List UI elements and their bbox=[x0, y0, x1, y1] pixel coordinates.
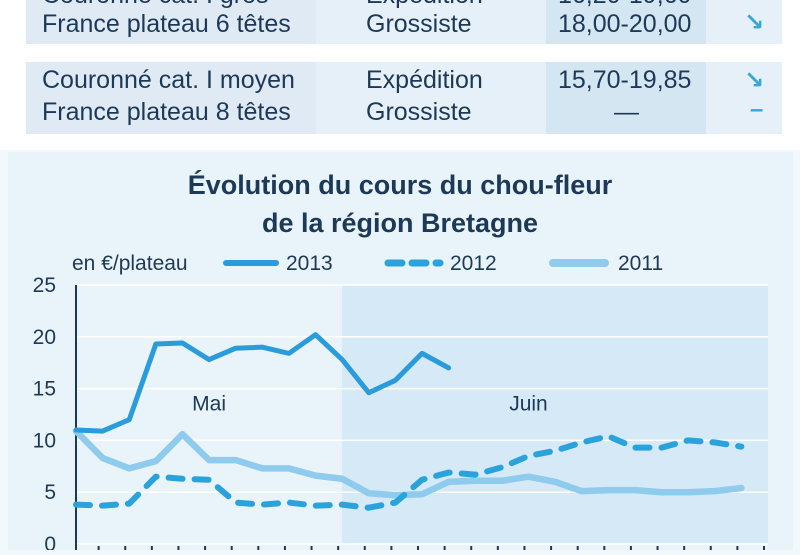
y-tick-label: 10 bbox=[33, 429, 56, 452]
chart-title: Évolution du cours du chou-fleur bbox=[188, 169, 613, 200]
period-label: Mai bbox=[192, 392, 226, 415]
period-labels: Mai Juin bbox=[192, 392, 548, 415]
product-label: Couronné cat. I gros bbox=[42, 0, 269, 11]
trend-flat-icon: – bbox=[750, 96, 764, 123]
chart-subtitle: de la région Bretagne bbox=[262, 208, 538, 238]
period-label: Juin bbox=[509, 392, 548, 415]
y-axis-label: en €/plateau bbox=[72, 252, 188, 275]
legend-label-2011: 2011 bbox=[618, 252, 663, 275]
legend-label-2013: 2013 bbox=[286, 252, 333, 275]
trend-down-icon: ↘ bbox=[744, 67, 765, 94]
axes: 0 5 10 15 20 25 bbox=[33, 274, 765, 555]
price-panel-6-tetes: Couronné cat. I gros Expédition 16,20-19… bbox=[26, 0, 782, 44]
june-band bbox=[342, 285, 768, 544]
market-label: Expédition bbox=[366, 0, 483, 11]
y-tick-label: 0 bbox=[44, 533, 56, 550]
trend-up-icon: ▲ bbox=[748, 0, 772, 6]
product-label: France plateau 6 têtes bbox=[42, 10, 291, 38]
product-label: Couronné cat. I moyen bbox=[42, 66, 295, 94]
price-table: Couronné cat. I gros Expédition 16,20-19… bbox=[0, 0, 800, 150]
legend-label-2012: 2012 bbox=[450, 252, 497, 275]
series-line-2011 bbox=[72, 427, 745, 499]
price-range: 16,20-19,60 bbox=[558, 0, 691, 11]
y-tick-label: 5 bbox=[44, 481, 56, 504]
y-tick-label: 25 bbox=[33, 274, 56, 297]
series-line-2013 bbox=[73, 332, 452, 434]
chart-panel: 0 5 10 15 20 25 Évolution du cours du chou-fl… bbox=[8, 152, 793, 555]
price-range: 18,00-20,00 bbox=[558, 10, 692, 38]
legend: 2013 2012 2011 bbox=[223, 252, 663, 275]
y-tick-label: 15 bbox=[33, 378, 56, 401]
y-tick-label: 20 bbox=[33, 326, 56, 349]
series-layer bbox=[72, 332, 745, 511]
price-panel-8-tetes: Couronné cat. I moyen Expédition 15,70-1… bbox=[26, 62, 782, 134]
price-range: — bbox=[614, 98, 639, 126]
price-range: 15,70-19,85 bbox=[558, 66, 692, 94]
market-label: Grossiste bbox=[366, 98, 472, 126]
market-label: Grossiste bbox=[366, 10, 472, 38]
market-label: Expédition bbox=[366, 66, 483, 94]
trend-down-icon: ↘ bbox=[744, 9, 765, 36]
product-label: France plateau 8 têtes bbox=[42, 98, 291, 126]
line-chart: 0 5 10 15 20 25 Évolution du cours du chou-fl… bbox=[33, 169, 768, 555]
